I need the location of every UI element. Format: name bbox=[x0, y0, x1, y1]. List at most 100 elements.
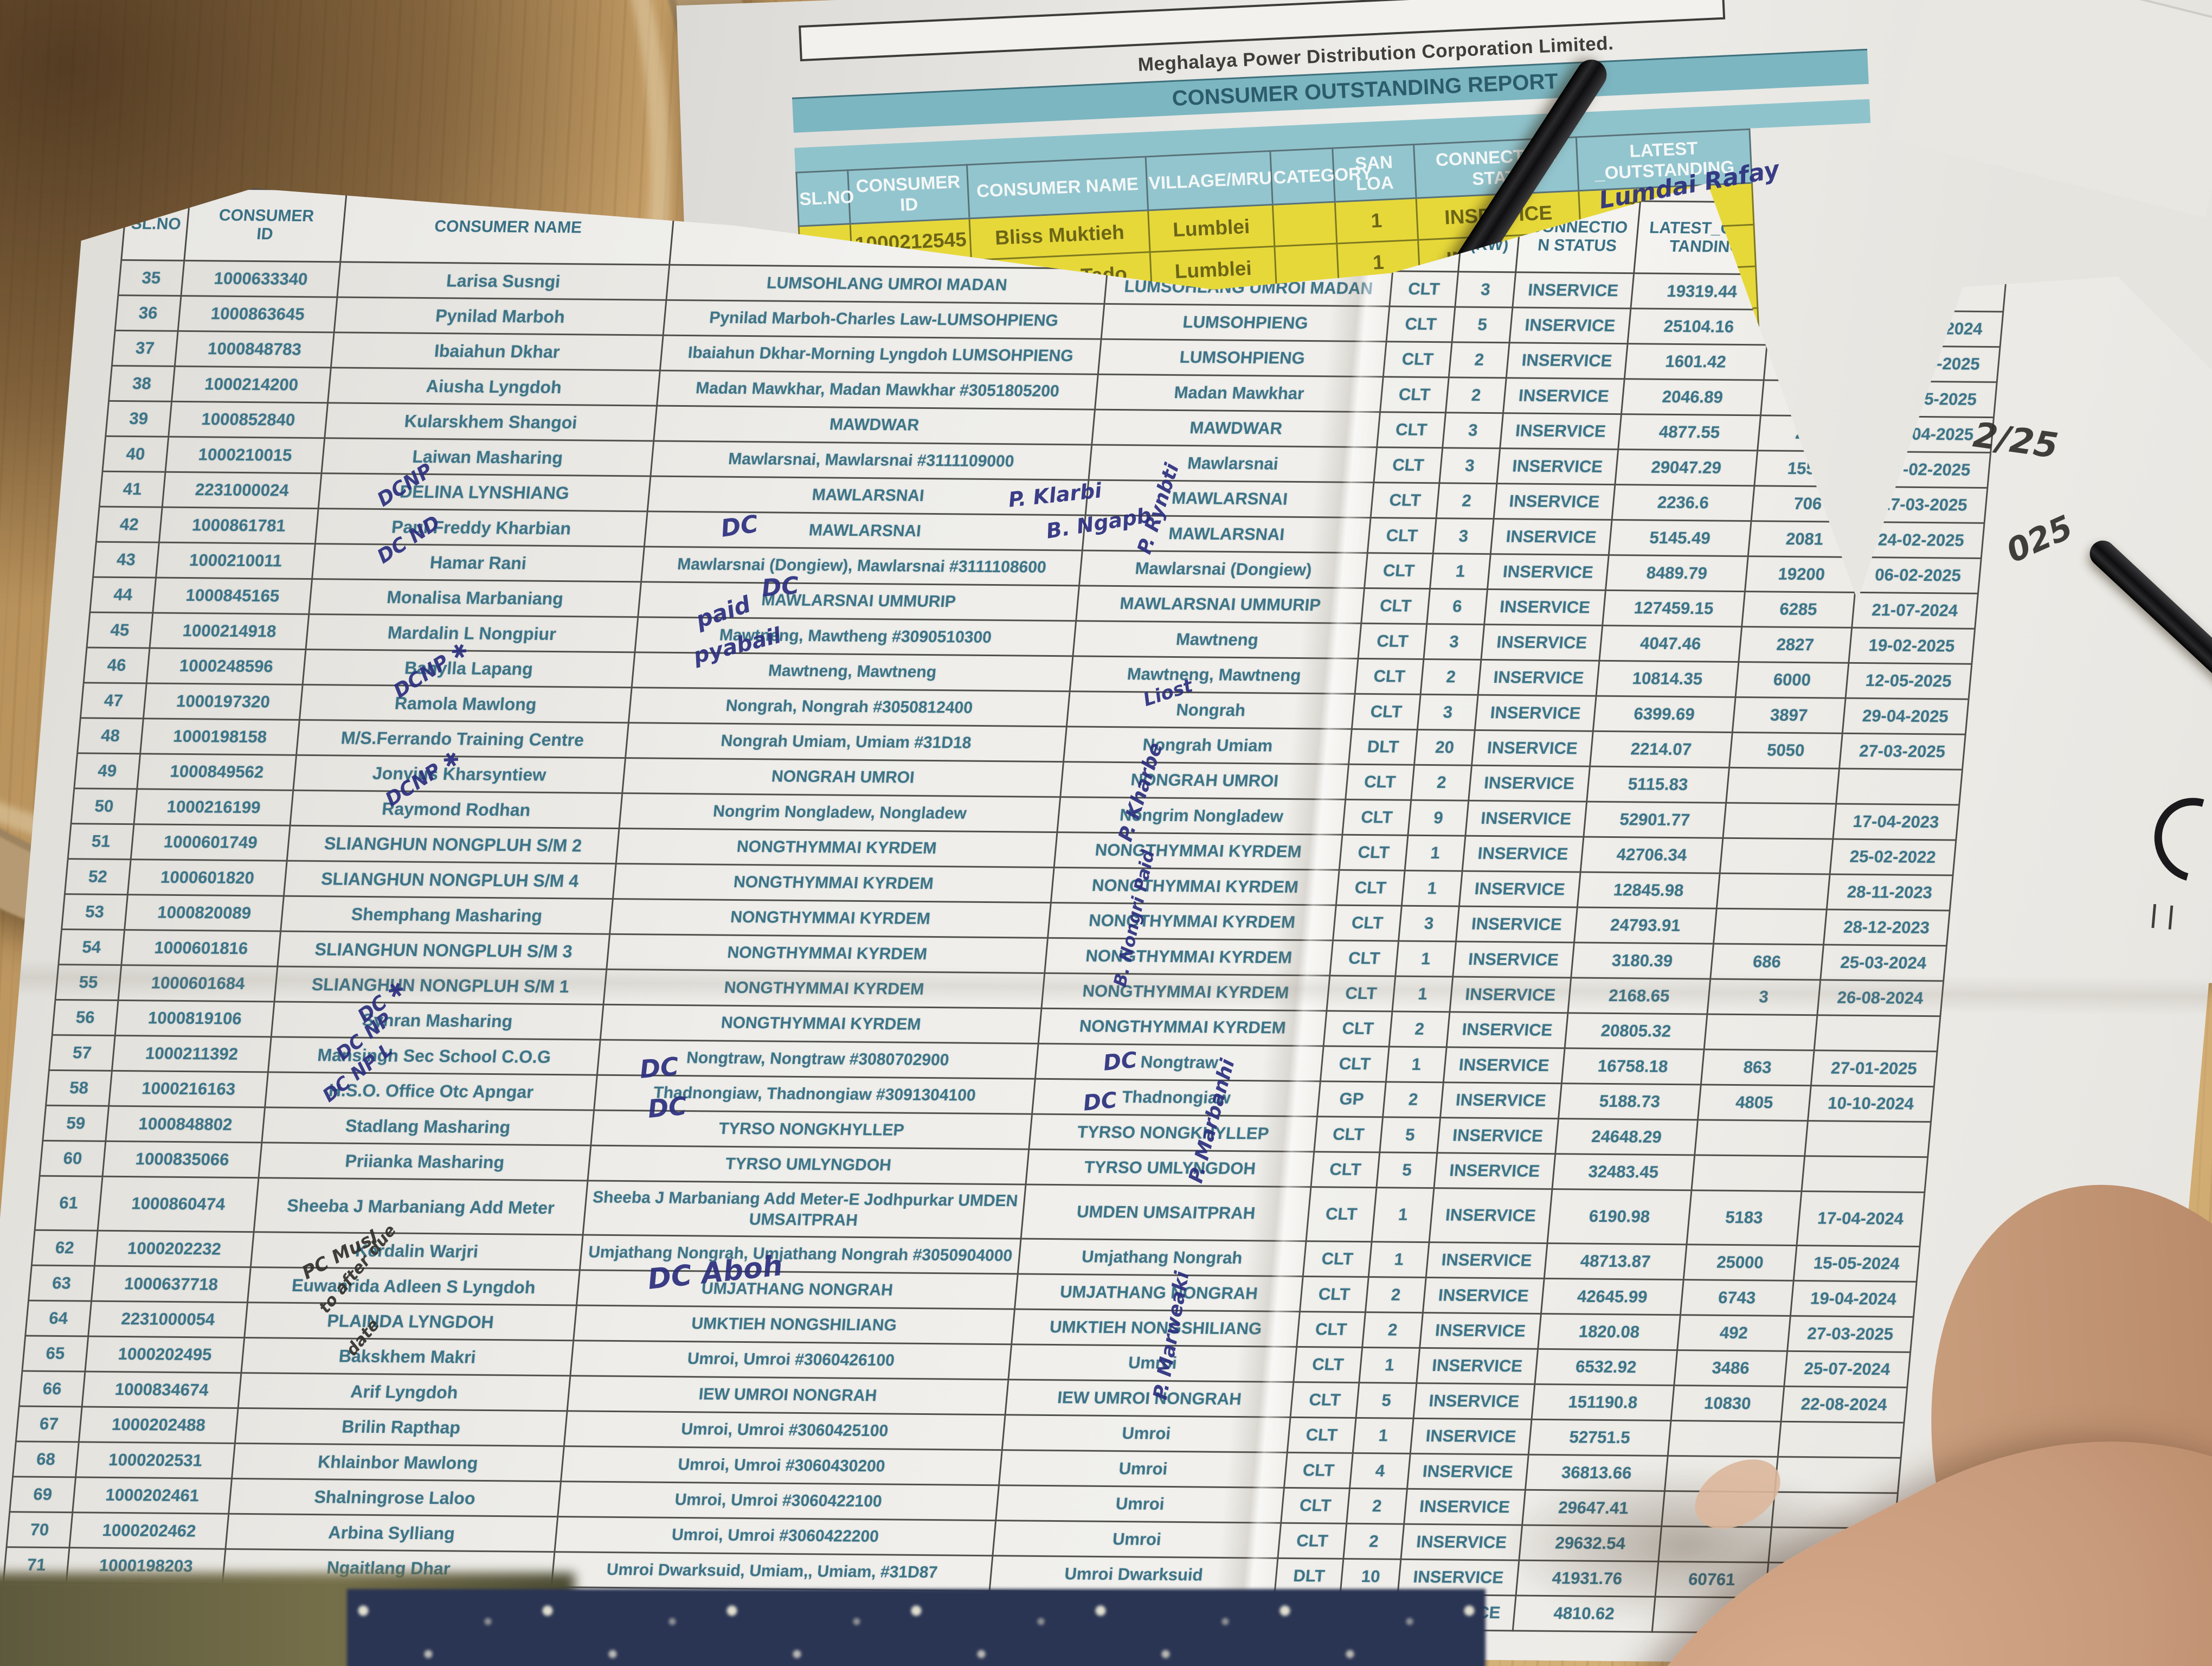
table-cell: Hamar Rani bbox=[312, 544, 644, 582]
table-cell: INSERVICE bbox=[1459, 871, 1580, 907]
table-cell: 52 bbox=[65, 859, 131, 895]
table-cell: 6 bbox=[1427, 589, 1488, 625]
table-cell: CLT bbox=[1355, 658, 1424, 694]
navy-fabric bbox=[347, 1589, 1486, 1666]
table-cell: CLT bbox=[1386, 306, 1455, 342]
table-cell: 38 bbox=[109, 366, 175, 401]
table-cell: Umroi, Umroi #3060422100 bbox=[557, 1482, 999, 1521]
table-cell: 5 bbox=[1377, 1152, 1437, 1188]
table-cell: 10-10-2024 bbox=[1808, 1086, 1934, 1122]
table-cell: 52751.5 bbox=[1528, 1419, 1671, 1456]
table-cell: 5188.73 bbox=[1558, 1084, 1701, 1120]
table-cell: CLT bbox=[1320, 1046, 1389, 1082]
table-cell: CLT bbox=[1287, 1417, 1356, 1453]
table-cell: Nongrim Nongladew, Nongladew bbox=[619, 793, 1060, 832]
table-cell: Bliss Muktieh bbox=[969, 210, 1150, 260]
table-cell: 6000 bbox=[1735, 662, 1848, 699]
table-cell: Mansingh Sec School C.O.G bbox=[268, 1037, 600, 1075]
table-cell: 6532.92 bbox=[1534, 1349, 1677, 1385]
table-cell: CLT bbox=[1377, 412, 1446, 448]
table-cell: 24793.91 bbox=[1574, 907, 1717, 944]
table-cell: 1 bbox=[1353, 1418, 1413, 1453]
table-cell: 1000849562 bbox=[137, 754, 297, 790]
table-cell: 21-07-2024 bbox=[1851, 592, 1978, 629]
column-header: VILLAGE/MRU bbox=[1146, 151, 1273, 210]
table-cell: 37 bbox=[112, 330, 178, 366]
table-cell: 2 bbox=[1383, 1082, 1444, 1118]
table-cell bbox=[1720, 838, 1832, 874]
table-cell: 27-03-2025 bbox=[1787, 1316, 1913, 1352]
table-cell: Arbina Sylliang bbox=[226, 1514, 557, 1552]
table-cell: 24648.29 bbox=[1555, 1119, 1698, 1155]
table-cell: Mawtneng, Mawtneng bbox=[632, 652, 1073, 691]
table-cell: 1000860474 bbox=[98, 1176, 259, 1232]
table-cell: INSERVICE bbox=[1491, 519, 1612, 555]
table-cell: 863 bbox=[1701, 1049, 1814, 1086]
table-cell: 32483.45 bbox=[1552, 1154, 1695, 1190]
table-cell: INSERVICE bbox=[1509, 307, 1630, 344]
table-cell: INSERVICE bbox=[1426, 1242, 1547, 1279]
table-cell: 3 bbox=[1455, 272, 1516, 307]
table-cell: 1000633340 bbox=[181, 260, 340, 297]
table-cell: 6399.69 bbox=[1593, 696, 1736, 732]
table-cell: 43 bbox=[93, 542, 159, 578]
table-cell: 1 bbox=[1335, 198, 1418, 244]
table-cell: CLT bbox=[1297, 1312, 1366, 1348]
table-cell: 1000601820 bbox=[128, 860, 287, 896]
table-cell: 3 bbox=[1424, 624, 1484, 660]
table-cell: CLT bbox=[1294, 1347, 1362, 1382]
table-cell: 67 bbox=[16, 1406, 82, 1442]
table-cell: Umroi, Umroi #3060430200 bbox=[561, 1446, 1002, 1485]
column-header: LATEST _OUTSTANDING bbox=[1576, 129, 1752, 191]
table-cell: CLT bbox=[1352, 694, 1420, 729]
table-cell: 1000601749 bbox=[131, 824, 290, 861]
table-cell: CLT bbox=[1383, 342, 1452, 377]
table-cell: CLT bbox=[1374, 447, 1443, 483]
table-cell: CLT bbox=[1311, 1152, 1380, 1188]
table-cell: CLT bbox=[1367, 518, 1436, 554]
table-cell: 10814.35 bbox=[1596, 661, 1739, 697]
table-cell: 15-05-2024 bbox=[1793, 1246, 1920, 1282]
table-cell: 2 bbox=[1347, 1488, 1407, 1524]
table-cell: Ramola Mawlong bbox=[300, 684, 632, 722]
table-cell bbox=[1717, 873, 1830, 909]
table-cell: Laiwan Masharing bbox=[321, 438, 653, 476]
table-cell: 70 bbox=[7, 1512, 73, 1548]
table-cell bbox=[1692, 1155, 1804, 1191]
table-cell: M/S.Ferrando Training Centre bbox=[297, 720, 628, 758]
table-cell: INSERVICE bbox=[1420, 1313, 1541, 1349]
table-cell: Ibaiahun Dkhar-Morning Lyngdoh LUMSOHPIE… bbox=[660, 335, 1101, 374]
table-cell: 57 bbox=[49, 1035, 115, 1071]
table-cell: 2 bbox=[1366, 1277, 1426, 1313]
table-cell: 2046.89 bbox=[1621, 379, 1764, 415]
table-cell: 40 bbox=[102, 436, 169, 472]
table-cell: 1000820089 bbox=[125, 895, 284, 931]
table-cell: CLT bbox=[1336, 870, 1405, 906]
table-cell bbox=[1801, 1156, 1927, 1193]
table-cell: Mawlarsnai, Mawlarsnai #3111109000 bbox=[651, 441, 1092, 480]
table-cell: 1000202531 bbox=[76, 1442, 235, 1478]
table-cell: 16758.18 bbox=[1561, 1048, 1705, 1085]
table-cell: GP bbox=[1317, 1081, 1386, 1117]
table-cell: Aiusha Lyngdoh bbox=[328, 368, 660, 406]
table-cell: NONGRAH UMROI bbox=[622, 758, 1064, 797]
column-header: CATEGORY bbox=[1270, 148, 1373, 205]
table-cell: 46 bbox=[83, 648, 150, 683]
table-cell: 2 bbox=[1436, 483, 1497, 519]
table-cell: 49 bbox=[74, 753, 140, 789]
table-cell: 2 bbox=[1446, 377, 1507, 413]
table-cell: Kerdalin Warjri bbox=[251, 1232, 583, 1270]
table-cell: NONGTHYMMAI KYRDEM bbox=[616, 829, 1057, 868]
table-cell: 29047.29 bbox=[1615, 450, 1758, 486]
table-cell: 4805 bbox=[1698, 1085, 1811, 1121]
table-cell: 3 bbox=[1433, 518, 1494, 554]
table-cell: IEW UMROI NONGRAH bbox=[567, 1376, 1008, 1415]
table-cell bbox=[1814, 1015, 1940, 1052]
table-cell: 1000835066 bbox=[102, 1141, 262, 1177]
table-cell: Umjathang Nongrah, Umjathang Nongrah #30… bbox=[580, 1235, 1021, 1274]
table-cell: 1000210011 bbox=[156, 542, 316, 579]
table-cell: 44 bbox=[90, 577, 156, 613]
table-cell: Nongrah Umiam, Umiam #31D18 bbox=[625, 723, 1066, 762]
table-cell: 1000248596 bbox=[146, 648, 306, 684]
table-cell: CLT bbox=[1314, 1117, 1383, 1152]
